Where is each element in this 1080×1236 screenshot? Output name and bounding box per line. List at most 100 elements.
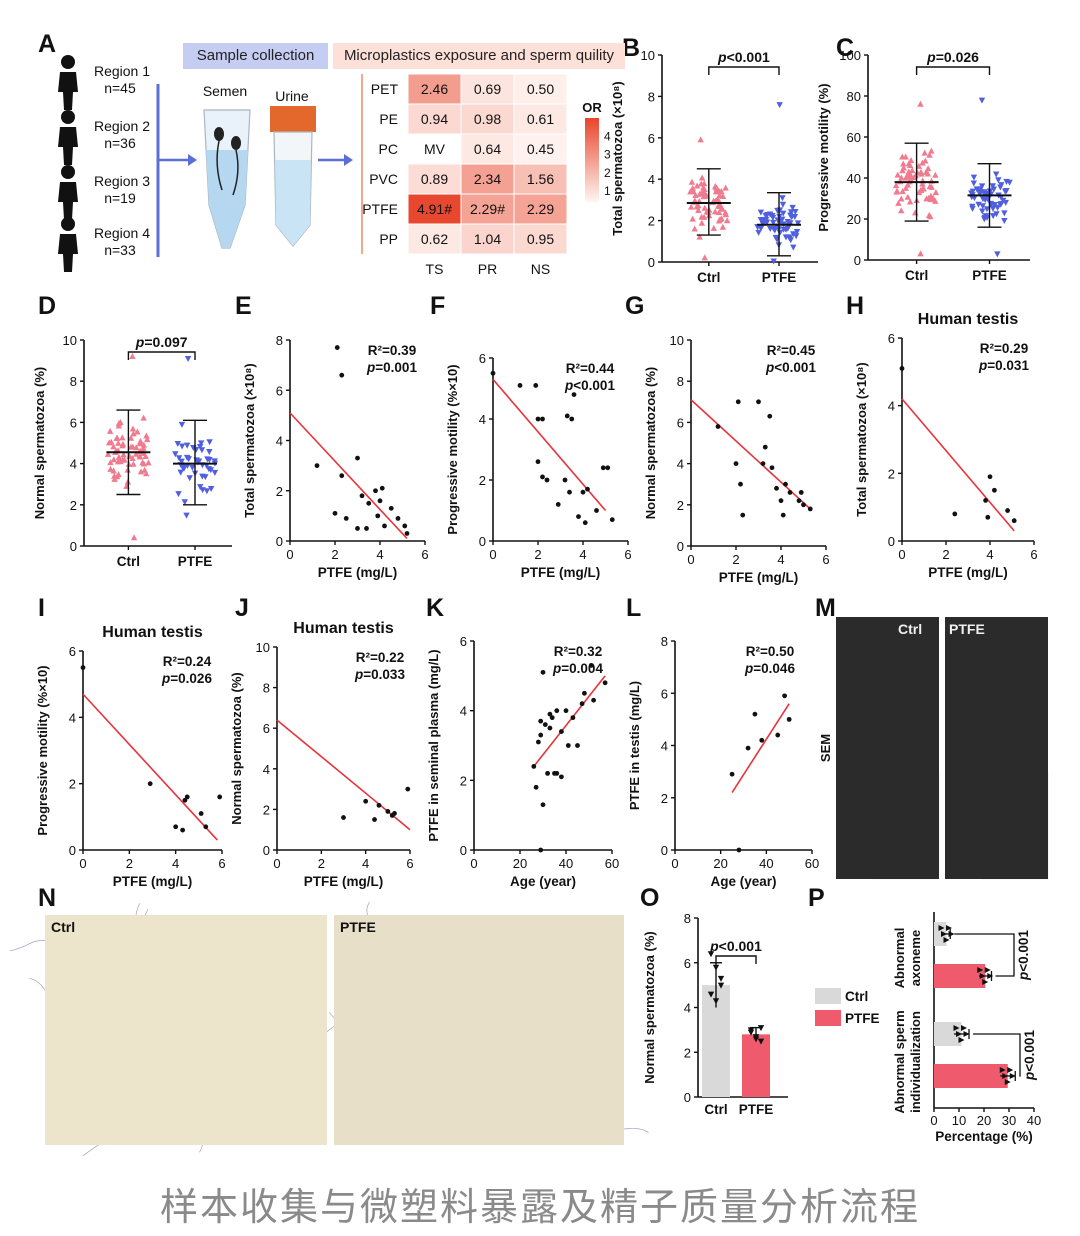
panel-g-point (762, 444, 768, 450)
panel-c-pvalue: p=0.026 (926, 49, 979, 65)
panel-p-pvalue: p<0.001 (1016, 930, 1031, 981)
panel-k-point (602, 680, 608, 686)
panel-d-ctrl-point (117, 457, 124, 464)
panel-j-y-tick-label: 6 (263, 721, 270, 736)
panel-o-y-tick-label: 6 (684, 956, 691, 971)
panel-b-ctrl-point (694, 202, 701, 209)
panel-c-ctrl-point (912, 209, 919, 216)
panel-g-point (769, 465, 775, 471)
region-n-label: n=33 (104, 242, 136, 258)
panel-j-x-tick-label: 4 (362, 856, 369, 871)
panel-g-r2: R²=0.45 (767, 343, 816, 358)
heatmap-cell-label: 1.04 (474, 231, 501, 247)
panel-d-ctrl-point (136, 453, 144, 460)
panel-e-point (395, 515, 401, 521)
panel-g-point (733, 461, 739, 466)
panel-k-point (533, 784, 539, 790)
panel-e-point (355, 526, 360, 531)
panel-h-x-label: PTFE (mg/L) (928, 565, 1008, 580)
panel-f-pvalue: p<0.001 (564, 378, 615, 393)
panel-c-ctrl-point (909, 167, 916, 174)
panel-d-ptfe-point (199, 473, 206, 480)
panel-b-x-tick-label: PTFE (762, 270, 797, 285)
panel-label-b: B (622, 34, 641, 62)
panel-e-point (402, 523, 408, 529)
panel-b-y-tick-label: 4 (648, 172, 655, 187)
panel-d-ptfe-point (183, 442, 191, 449)
heatmap-cell (513, 223, 568, 255)
panel-d-ctrl-point (134, 428, 141, 435)
panel-b-ptfe-point (771, 227, 779, 234)
panel-c-ctrl-point (923, 195, 930, 202)
panel-h-x-tick-label: 4 (986, 547, 993, 562)
panel-b-ctrl-point (697, 180, 705, 187)
panel-b-ctrl-point (698, 190, 705, 197)
panel-o-x-tick-label: PTFE (739, 1102, 774, 1117)
heatmap-cell (407, 133, 462, 165)
panel-k-x-tick-label: 0 (470, 856, 477, 871)
panel-l-x-label: Age (year) (710, 874, 776, 889)
panel-f-x-label: PTFE (mg/L) (521, 565, 601, 580)
panel-c-ptfe-point (969, 203, 976, 210)
micrograph-ptfe: PTFE (334, 915, 624, 1145)
panel-b-ctrl-point (714, 186, 722, 193)
panel-e-point (314, 463, 320, 469)
panel-e-y-tick-label: 6 (276, 383, 283, 398)
panel-b-ptfe-point (789, 204, 796, 211)
panel-f-x-tick-label: 6 (624, 547, 631, 562)
heatmap-row-label: PET (371, 81, 399, 97)
panel-i-y-tick-label: 6 (69, 644, 76, 659)
panel-b-bracket (708, 66, 780, 75)
panel-k-point (563, 708, 569, 714)
panel-o-bar (742, 1034, 770, 1097)
panel-p-point (956, 1031, 962, 1037)
panel-o-point (712, 998, 720, 1005)
panel-c-ptfe-point (991, 202, 998, 209)
panel-j-x-tick-label: 6 (406, 856, 413, 871)
panel-p-bar (934, 964, 986, 988)
panel-p-x-tick-label: 0 (930, 1113, 937, 1128)
panel-h-y-tick-label: 0 (888, 534, 895, 549)
panel-h-x-tick-label: 0 (898, 547, 905, 562)
panel-d-ctrl-point (140, 444, 147, 451)
panel-k-y-tick-label: 0 (460, 843, 467, 858)
panel-d-ctrl-point (140, 460, 148, 467)
panel-i-r2: R²=0.24 (163, 654, 212, 669)
panel-j-y-label: Normal spermatozoa (%) (229, 672, 244, 824)
panel-p-point (963, 1031, 970, 1037)
panel-c-ptfe-point (989, 183, 997, 190)
panel-d-ptfe-point (172, 451, 179, 458)
person-icon (58, 110, 78, 165)
panel-b-x-tick-label: Ctrl (697, 270, 720, 285)
panel-o-point (712, 964, 720, 971)
panel-c-ctrl-point (932, 171, 939, 178)
panel-g-y-tick-label: 4 (677, 457, 684, 472)
panel-b-ctrl-point (697, 136, 704, 143)
panel-p-point (1004, 1079, 1011, 1085)
sem-side-label: SEM (818, 734, 833, 762)
panel-d-ptfe-point (207, 467, 215, 474)
panel-b-ctrl-point (690, 188, 697, 195)
panel-c-y-label: Progressive motility (%) (816, 83, 831, 231)
panel-j-y-tick-label: 8 (263, 681, 270, 696)
panel-f-point (535, 459, 541, 465)
panel-c-ctrl-point (898, 195, 905, 202)
panel-d-ptfe-point (175, 455, 183, 462)
sem-ctrl-label: Ctrl (898, 621, 923, 637)
panel-c-ctrl-point (899, 188, 906, 195)
panel-o-point (757, 1038, 765, 1045)
panel-c-ctrl-point (919, 180, 926, 187)
panel-g-x-tick-label: 4 (777, 552, 784, 567)
panel-i-x-tick-label: 4 (172, 856, 179, 871)
colorbar (585, 118, 599, 202)
panel-d-ctrl-point (110, 443, 117, 450)
panel-g-point (760, 461, 766, 466)
panel-g-point (780, 512, 786, 518)
panel-p-group-label: Abnormal sperm (892, 1010, 907, 1113)
panel-c-y-tick-label: 60 (847, 130, 861, 145)
panel-p-group-label: individualization (908, 1011, 923, 1113)
panel-g-point (756, 399, 761, 405)
panel-f-y-tick-label: 2 (479, 473, 486, 488)
panel-o-point (707, 991, 715, 998)
panel-l-y-label: PTFE in testis (mg/L) (627, 681, 642, 810)
